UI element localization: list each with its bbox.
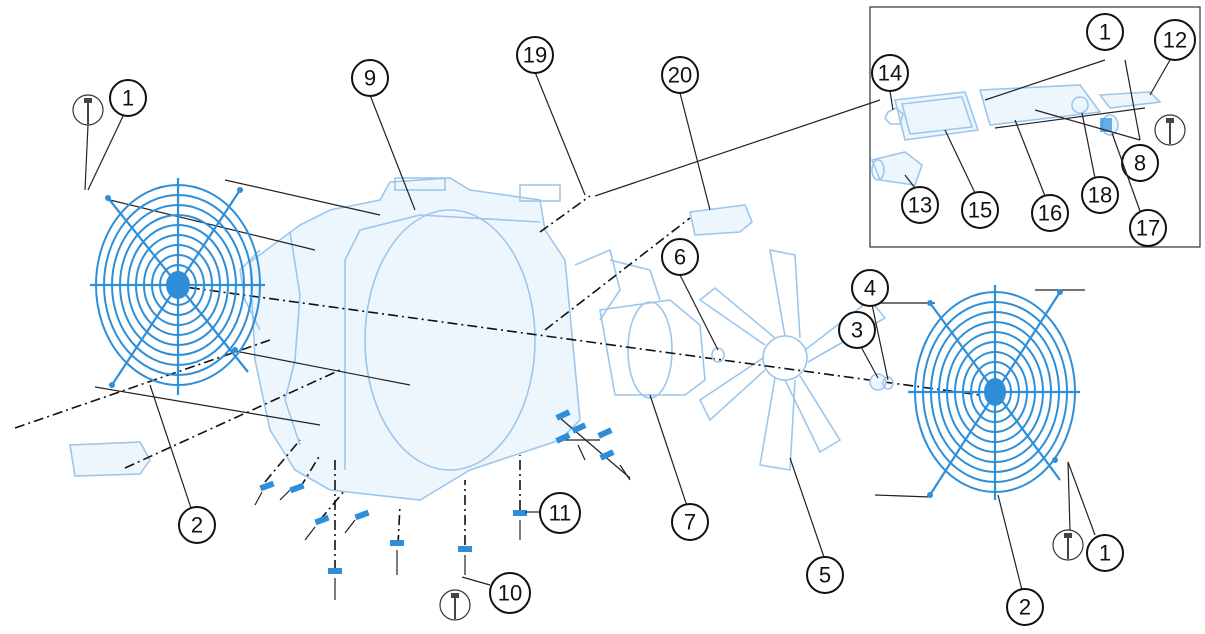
svg-text:4: 4: [864, 276, 876, 301]
callout-5: 5: [806, 556, 844, 594]
axis-line-1: [14, 339, 271, 429]
left-grille: [90, 178, 265, 395]
svg-text:13: 13: [908, 193, 932, 218]
svg-text:2: 2: [191, 513, 203, 538]
svg-text:18: 18: [1088, 183, 1112, 208]
svg-text:1: 1: [1099, 541, 1111, 566]
center-axis-line: [169, 284, 981, 396]
svg-text:17: 17: [1136, 216, 1160, 241]
callout-17: 17: [1129, 209, 1167, 247]
shroud-part: [599, 259, 706, 399]
screw-detail-inset: [1154, 114, 1186, 146]
callout-1-bottom-right: 1: [1086, 534, 1124, 572]
callout-12: 12: [1154, 19, 1196, 61]
callout-19: 19: [516, 36, 554, 74]
callout-2-right: 2: [1006, 588, 1044, 626]
svg-text:2: 2: [1019, 595, 1031, 620]
svg-text:16: 16: [1038, 201, 1062, 226]
callout-3: 3: [838, 311, 876, 349]
svg-text:8: 8: [1134, 151, 1146, 176]
callout-14: 14: [871, 54, 909, 92]
callout-11: 11: [539, 492, 581, 534]
svg-text:20: 20: [668, 63, 692, 88]
svg-text:6: 6: [674, 245, 686, 270]
mounting-bracket-bottom: [69, 441, 151, 477]
callout-1-inset: 1: [1086, 13, 1124, 51]
screw-detail-bottom: [439, 576, 491, 621]
svg-text:5: 5: [819, 563, 831, 588]
inset-leader: [594, 99, 881, 197]
callout-2-left: 2: [178, 506, 216, 544]
fan-housing: [239, 177, 621, 501]
svg-text:14: 14: [878, 61, 902, 86]
right-grille: [908, 285, 1080, 500]
svg-text:19: 19: [523, 43, 547, 68]
axis-line-screws-1: [264, 439, 301, 483]
svg-text:7: 7: [684, 510, 696, 535]
small-screws: [254, 444, 631, 600]
svg-text:11: 11: [549, 501, 572, 526]
svg-text:1: 1: [1099, 20, 1111, 45]
callout-15: 15: [961, 191, 999, 229]
callout-9: 9: [351, 59, 389, 97]
callout-4: 4: [851, 269, 889, 307]
callout-18: 18: [1081, 176, 1119, 214]
screw-detail-top-left: [72, 94, 126, 191]
mounting-bracket-top: [689, 204, 753, 236]
svg-text:12: 12: [1163, 28, 1187, 53]
svg-text:9: 9: [364, 66, 376, 91]
callout-1-top-left: 1: [109, 79, 147, 117]
callout-7: 7: [671, 503, 709, 541]
callout-6: 6: [661, 238, 699, 276]
screw-detail-bottom-right: [1052, 461, 1096, 561]
callout-10: 10: [489, 572, 531, 614]
washer-part: [711, 347, 725, 363]
svg-text:10: 10: [498, 581, 522, 606]
callout-20: 20: [661, 56, 699, 94]
callout-13: 13: [901, 186, 939, 224]
axis-line-screws-5: [397, 504, 401, 546]
callout-16: 16: [1031, 194, 1069, 232]
callout-label: 1: [122, 86, 134, 111]
hub-part-3: [869, 373, 887, 391]
axis-line-screws-3: [319, 489, 346, 521]
hub-part-4: [882, 376, 894, 390]
svg-text:15: 15: [968, 198, 992, 223]
mounting-feet: [259, 409, 615, 574]
inset-parts: [870, 59, 1162, 186]
axis-line-screws-2: [299, 454, 321, 489]
svg-text:3: 3: [851, 318, 863, 343]
callout-8: 8: [1121, 144, 1159, 182]
